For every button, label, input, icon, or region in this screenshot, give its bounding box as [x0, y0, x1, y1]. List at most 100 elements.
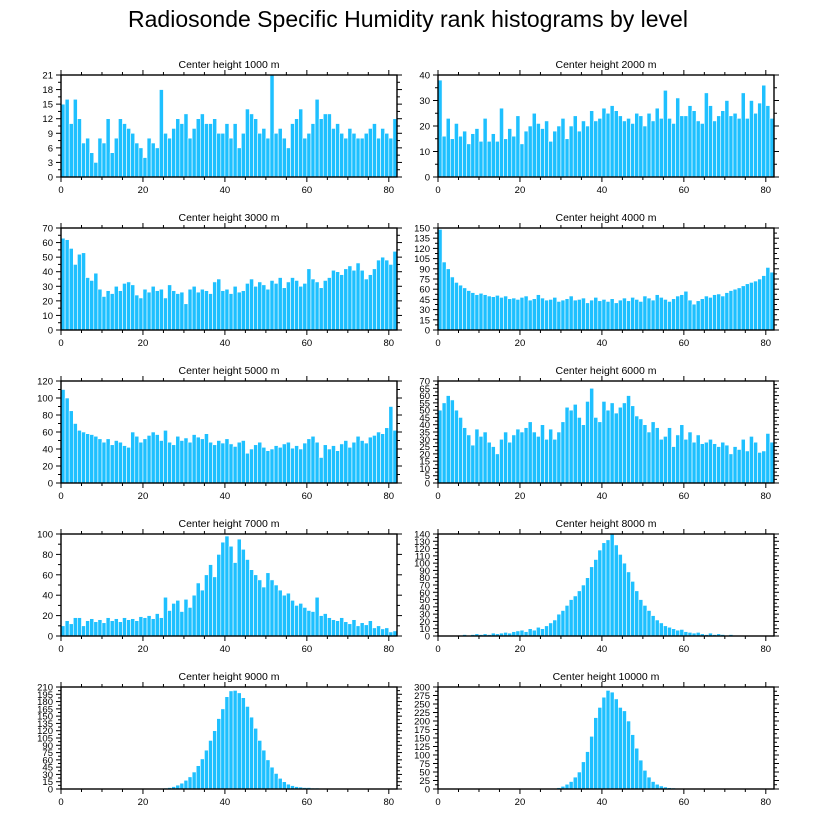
- bar: [126, 446, 131, 484]
- bar: [691, 110, 697, 178]
- bar: [503, 431, 508, 484]
- x-tick-label: 40: [220, 797, 231, 808]
- bar: [286, 441, 291, 484]
- bar: [388, 264, 394, 331]
- y-tick-label: 60: [419, 588, 430, 599]
- y-tick-label: 40: [419, 71, 430, 82]
- bar: [720, 295, 726, 331]
- bar: [712, 294, 717, 331]
- bar: [93, 272, 99, 331]
- y-tick-label: 80: [42, 411, 53, 422]
- bar: [736, 287, 742, 331]
- bar: [376, 137, 381, 178]
- x-tick-label: 60: [679, 797, 690, 808]
- bar: [286, 592, 291, 637]
- bar: [634, 112, 640, 178]
- bar: [249, 278, 254, 331]
- bar: [577, 417, 582, 484]
- bar: [265, 288, 271, 331]
- bar: [605, 112, 611, 178]
- bar: [269, 448, 275, 484]
- y-tick-label: 65: [419, 384, 430, 395]
- panel-title: Center height 3000 m: [179, 212, 280, 224]
- bar: [568, 781, 574, 790]
- bar: [191, 771, 197, 790]
- bar: [224, 288, 230, 331]
- bar: [204, 574, 209, 637]
- bar: [281, 137, 287, 178]
- bar: [654, 783, 660, 790]
- bar: [249, 113, 254, 178]
- bar: [531, 112, 537, 178]
- y-tick-label: 175: [414, 725, 430, 736]
- bar: [650, 421, 656, 484]
- bar: [519, 629, 525, 637]
- bar: [372, 435, 377, 484]
- bar: [302, 137, 308, 178]
- y-tick-label: 40: [419, 420, 430, 431]
- bar: [77, 429, 82, 484]
- bar: [368, 436, 373, 484]
- bar: [261, 749, 267, 790]
- bar: [490, 133, 496, 178]
- bar: [560, 421, 566, 484]
- bar: [327, 113, 332, 178]
- bar: [470, 133, 476, 178]
- bar: [105, 438, 111, 484]
- bar: [191, 434, 197, 484]
- bar: [134, 142, 140, 178]
- bar: [445, 395, 451, 484]
- chart-panel-6: Center height 6000 m0 20 40 60 8005101520253…: [419, 365, 779, 502]
- bar: [617, 299, 623, 331]
- bar: [240, 548, 246, 637]
- bar: [191, 285, 197, 331]
- bar: [167, 284, 172, 331]
- bar: [81, 142, 86, 178]
- bar: [704, 92, 709, 178]
- bar: [708, 105, 713, 178]
- x-tick-label: 80: [761, 185, 772, 196]
- bar: [675, 629, 681, 637]
- bar: [667, 626, 672, 637]
- bar: [220, 442, 226, 484]
- x-tick-label: 60: [679, 185, 690, 196]
- bar: [712, 120, 717, 178]
- y-tick-label: 150: [414, 734, 430, 745]
- y-tick-label: 60: [42, 570, 53, 581]
- bar: [449, 276, 455, 331]
- bar: [175, 435, 181, 484]
- bar: [462, 130, 467, 178]
- bar: [208, 123, 213, 178]
- bar: [597, 549, 603, 637]
- bar: [368, 620, 373, 637]
- x-tick-label: 40: [597, 491, 608, 502]
- bar: [359, 137, 365, 178]
- bar: [613, 698, 619, 790]
- y-tick-label: 195: [37, 690, 53, 701]
- bar: [683, 290, 689, 331]
- bar: [359, 440, 365, 484]
- bar: [85, 433, 90, 484]
- bar: [749, 282, 754, 331]
- bar: [281, 781, 287, 790]
- bar: [118, 621, 123, 637]
- chart-panel-8: Center height 8000 m0 20 40 60 8001020304050…: [414, 518, 779, 655]
- bar: [240, 697, 246, 790]
- bar: [204, 123, 209, 178]
- bar: [593, 559, 599, 637]
- bar: [269, 74, 275, 178]
- bar: [294, 605, 299, 637]
- bar: [654, 427, 660, 484]
- bar: [593, 717, 599, 790]
- panel-title: Center height 1000 m: [179, 59, 280, 71]
- x-tick-label: 0: [58, 338, 63, 349]
- bar: [130, 132, 136, 178]
- bar: [347, 623, 353, 637]
- bar: [183, 303, 189, 331]
- bar: [634, 299, 640, 331]
- bar: [589, 735, 595, 790]
- bar: [281, 443, 287, 484]
- bar: [232, 123, 238, 178]
- bar: [671, 298, 676, 331]
- y-tick-label: 120: [37, 377, 53, 388]
